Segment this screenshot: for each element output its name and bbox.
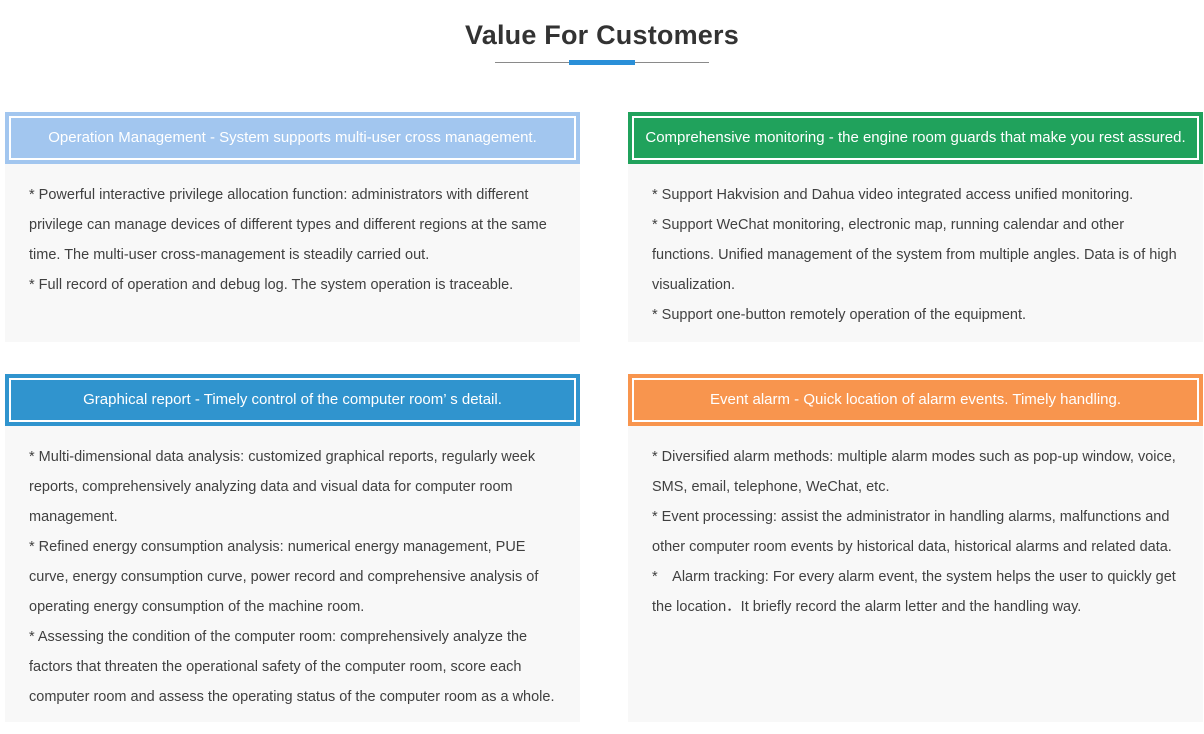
card-header-label: Operation Management - System supports m… xyxy=(48,129,537,146)
card-header-label: Graphical report - Timely control of the… xyxy=(83,391,502,408)
card-header-event-alarm: Event alarm - Quick location of alarm ev… xyxy=(628,374,1203,426)
bullet: * Alarm tracking: For every alarm event,… xyxy=(652,569,1176,615)
card-body-operation-management: * Powerful interactive privilege allocat… xyxy=(5,164,580,342)
bullet: * Powerful interactive privilege allocat… xyxy=(29,187,547,263)
card-body-graphical-report: * Multi-dimensional data analysis: custo… xyxy=(5,426,580,722)
bullet: * Assessing the condition of the compute… xyxy=(29,629,555,705)
card-operation-management: Operation Management - System supports m… xyxy=(5,112,580,342)
bullet: * Diversified alarm methods: multiple al… xyxy=(652,449,1176,495)
bullet: * Refined energy consumption analysis: n… xyxy=(29,539,539,615)
bullet: * Full record of operation and debug log… xyxy=(29,277,514,293)
underline-accent xyxy=(569,60,635,65)
card-header-graphical-report: Graphical report - Timely control of the… xyxy=(5,374,580,426)
bullet: * Support Hakvision and Dahua video inte… xyxy=(652,187,1134,203)
bullet: * Multi-dimensional data analysis: custo… xyxy=(29,449,536,525)
card-graphical-report: Graphical report - Timely control of the… xyxy=(5,374,580,722)
card-header-operation-management: Operation Management - System supports m… xyxy=(5,112,580,164)
card-comprehensive-monitoring: Comprehensive monitoring - the engine ro… xyxy=(628,112,1203,342)
card-header-comprehensive-monitoring: Comprehensive monitoring - the engine ro… xyxy=(628,112,1203,164)
card-body-comprehensive-monitoring: * Support Hakvision and Dahua video inte… xyxy=(628,164,1203,342)
value-cards-grid: Operation Management - System supports m… xyxy=(5,112,1204,722)
page-header: Value For Customers xyxy=(0,0,1204,66)
card-header-label: Event alarm - Quick location of alarm ev… xyxy=(709,391,1121,408)
card-header-label: Comprehensive monitoring - the engine ro… xyxy=(645,129,1186,146)
card-event-alarm: Event alarm - Quick location of alarm ev… xyxy=(628,374,1203,722)
title-underline xyxy=(495,60,709,66)
bullet: * Event processing: assist the administr… xyxy=(652,509,1172,555)
page-title: Value For Customers xyxy=(465,20,739,50)
bullet: * Support one-button remotely operation … xyxy=(652,307,1027,323)
card-body-event-alarm: * Diversified alarm methods: multiple al… xyxy=(628,426,1203,722)
bullet: * Support WeChat monitoring, electronic … xyxy=(652,217,1177,293)
